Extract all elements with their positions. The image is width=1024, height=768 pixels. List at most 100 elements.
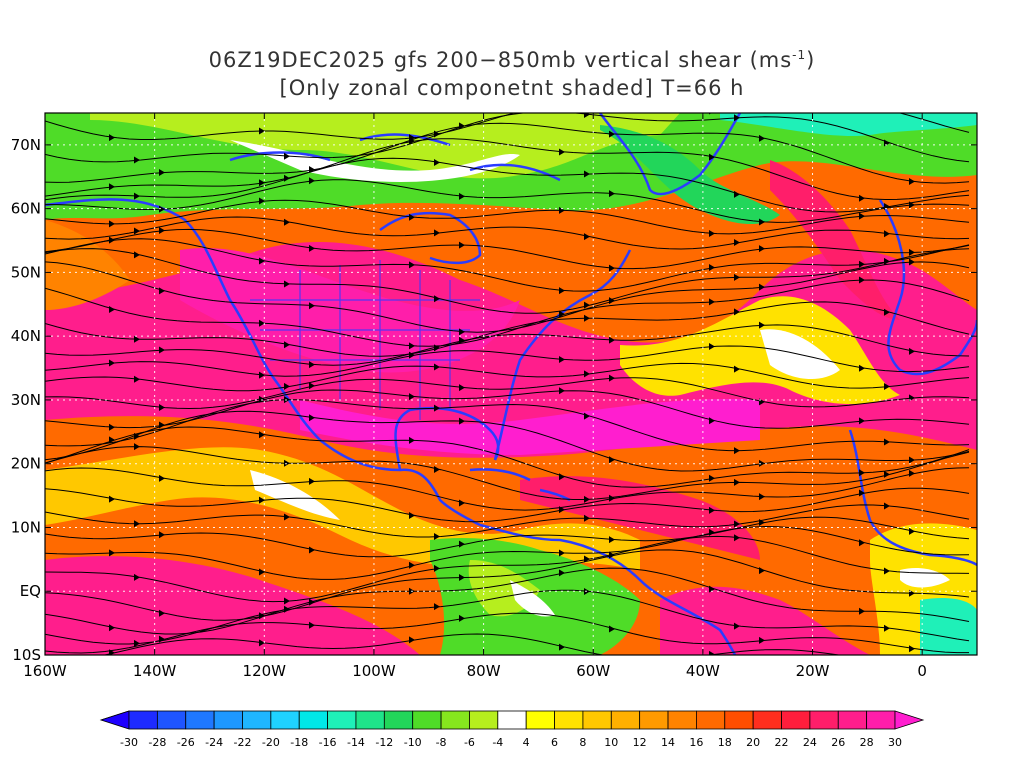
colorbar-swatch	[752, 710, 782, 730]
streamline-arrow	[609, 130, 615, 138]
streamline-arrow	[609, 190, 615, 198]
streamline-arrow	[884, 382, 890, 390]
colorbar-label: -14	[347, 736, 365, 749]
streamline-arrow	[459, 417, 465, 425]
streamline	[45, 301, 970, 357]
streamline-arrow	[284, 341, 290, 349]
lon-label: 120W	[243, 662, 287, 680]
colorbar-label: 14	[661, 736, 675, 749]
streamline-arrow	[859, 212, 865, 220]
streamline-arrow	[109, 423, 115, 431]
streamline-arrow	[409, 261, 415, 269]
colorbar-label: -26	[177, 736, 195, 749]
streamline-arrow	[309, 361, 315, 369]
streamline-arrow	[284, 513, 290, 521]
streamline-arrow	[859, 656, 865, 663]
streamline-arrow	[559, 549, 565, 557]
colorbar-label: -24	[205, 736, 223, 749]
colorbar-label: 8	[579, 736, 586, 749]
streamline-arrow	[109, 305, 115, 313]
colorbar-swatch	[724, 710, 754, 730]
streamline-arrow	[884, 308, 890, 316]
streamline-arrow	[559, 473, 565, 481]
lon-label: 20W	[796, 662, 830, 680]
streamline-arrow	[584, 170, 590, 178]
lon-label: 40W	[686, 662, 720, 680]
streamline	[45, 199, 970, 235]
streamline-arrow	[609, 625, 615, 633]
streamline-arrow	[909, 178, 915, 186]
longitude-axis: 160W 140W 120W 100W 80W 60W 40W 20W 0	[23, 113, 927, 680]
streamline-arrow	[134, 639, 140, 647]
colorbar-swatch	[156, 710, 187, 730]
streamline	[45, 504, 970, 538]
colorbar-label: 4	[523, 736, 530, 749]
colorbar-swatch	[213, 710, 243, 730]
streamline-arrow	[559, 310, 565, 318]
lat-label: 60N	[11, 200, 41, 218]
colorbar-swatch	[582, 710, 612, 730]
streamline-arrow	[134, 192, 140, 200]
streamline-arrow	[109, 495, 115, 503]
streamline-arrow	[459, 192, 465, 200]
streamline-arrow	[859, 539, 865, 547]
streamline-arrow	[159, 609, 165, 617]
colorbar-swatch	[383, 710, 414, 730]
streamline-arrow	[734, 478, 740, 486]
streamline-arrow	[409, 636, 415, 644]
streamline-arrow	[609, 297, 615, 305]
streamline-arrow	[759, 567, 765, 575]
streamline-arrow	[134, 573, 140, 581]
lat-label: 70N	[11, 136, 41, 154]
streamline-arrow	[609, 494, 615, 502]
streamline-arrow	[309, 166, 315, 174]
streamline-arrow	[434, 564, 440, 572]
colorbar-label: -4	[492, 736, 503, 749]
streamline-arrow	[759, 636, 765, 644]
lon-label: 100W	[352, 662, 396, 680]
streamline-arrow	[259, 568, 265, 576]
streamline-arrow	[559, 148, 565, 156]
streamline-arrow	[259, 496, 265, 504]
streamline-arrow	[259, 431, 265, 439]
streamline-arrow	[709, 342, 715, 350]
colorbar-swatch	[525, 710, 555, 730]
colorbar-label: -28	[148, 736, 166, 749]
map-frame	[44, 112, 978, 656]
streamline-arrow	[409, 351, 415, 359]
lon-label: 0	[917, 662, 927, 680]
streamline-arrow	[884, 502, 890, 510]
title-superscript: -1	[792, 48, 807, 62]
streamline-arrow	[909, 527, 915, 535]
streamline-arrow	[884, 567, 890, 575]
colorbar-label: 24	[803, 736, 817, 749]
streamline-arrow	[159, 205, 165, 213]
streamline-arrow	[734, 114, 740, 122]
hudson-bay	[379, 211, 482, 265]
streamline-arrow	[859, 276, 865, 284]
streamline-arrow	[709, 298, 715, 306]
streamline-arrow	[884, 438, 890, 446]
colorbar-swatch	[639, 710, 669, 730]
colorbar-swatch	[781, 710, 811, 730]
streamlines	[45, 113, 970, 663]
streamline-arrow	[109, 436, 115, 444]
colorbar-label: 20	[746, 736, 760, 749]
streamline-arrow	[109, 134, 115, 142]
streamline-arrow	[584, 370, 590, 378]
streamline-arrow	[409, 512, 415, 520]
streamline-arrow	[159, 421, 165, 429]
streamline	[45, 179, 970, 223]
europe-coast	[878, 199, 977, 376]
streamline-arrow	[259, 639, 265, 647]
streamline-arrow	[134, 443, 140, 451]
streamline-arrow	[909, 456, 915, 464]
colorbar-label: -30	[120, 736, 138, 749]
streamline-arrow	[884, 624, 890, 632]
streamline-arrow	[859, 364, 865, 372]
streamline-arrow	[109, 220, 115, 228]
streamline-arrow	[259, 257, 265, 265]
streamline-arrow	[309, 302, 315, 310]
streamline-arrow	[134, 156, 140, 164]
